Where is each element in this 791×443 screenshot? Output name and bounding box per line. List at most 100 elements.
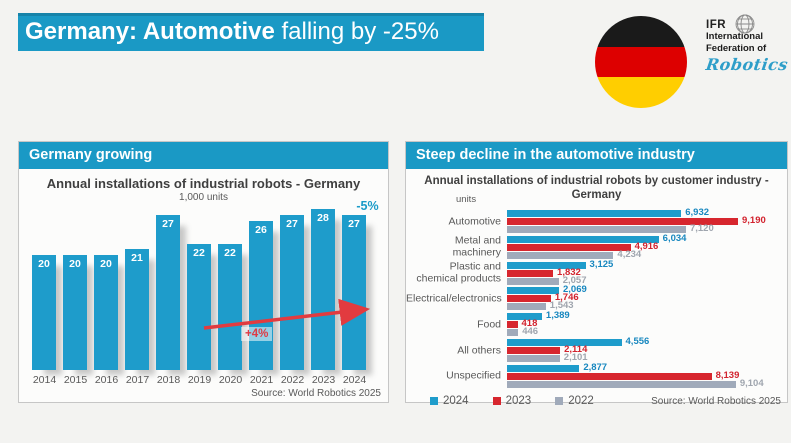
bar-2024-plastic-and-chemical-products — [507, 261, 586, 269]
x-tick-2021: 2021 — [249, 374, 274, 386]
bar-value-label: 26 — [255, 223, 267, 236]
legend-item-2024: 2024 — [430, 395, 469, 407]
value-label-2024: 4,556 — [625, 336, 650, 347]
value-label-2023: 418 — [521, 318, 538, 330]
x-tick-2016: 2016 — [94, 374, 119, 386]
right-chart-title: Annual installations of industrial robot… — [406, 175, 787, 202]
bar-2022-automotive — [507, 226, 686, 233]
bar-value-label: 21 — [131, 252, 143, 265]
value-label-2022: 1,543 — [549, 300, 574, 312]
x-tick-2014: 2014 — [32, 374, 57, 386]
value-label-2022: 2,101 — [563, 352, 588, 363]
bar-2023-all-others — [507, 347, 561, 354]
value-label-2023: 4,916 — [634, 240, 659, 252]
row-all-others: All others 4,556 2,114 2,101 — [406, 336, 787, 363]
bar-2021: 26 — [249, 220, 273, 370]
ifr-org-line2: Federation of — [706, 42, 767, 54]
slide-title-banner: Germany: Automotive falling by -25% — [18, 13, 484, 51]
right-panel-header: Steep decline in the automotive industry — [406, 142, 787, 169]
bar-2022-plastic-and-chemical-products — [507, 277, 559, 285]
bar-2023-food — [507, 321, 518, 329]
bar-value-label: 20 — [100, 258, 112, 270]
bar-2018: 27 — [156, 214, 180, 370]
legend-swatch-icon — [555, 397, 564, 405]
bar-value-label: 22 — [193, 246, 205, 259]
bar-2020: 22 — [218, 243, 242, 370]
bar-value-label: 20 — [38, 258, 50, 270]
category-label: Metal and machinery — [452, 234, 501, 259]
legend-swatch-icon — [430, 397, 438, 405]
x-tick-2024: 2024 — [342, 374, 367, 386]
left-panel-header: Germany growing — [19, 142, 388, 169]
bar-2022-metal-and-machinery — [507, 251, 614, 259]
category-label: All others — [457, 343, 501, 356]
legend-swatch-icon — [492, 397, 501, 405]
bar-value-label: 27 — [162, 217, 174, 230]
x-tick-2019: 2019 — [187, 374, 212, 386]
x-tick-2017: 2017 — [125, 374, 150, 386]
x-tick-2015: 2015 — [63, 374, 88, 386]
left-panel-germany-growing: Germany growing Annual installations of … — [18, 141, 389, 403]
row-unspecified: Unspecified 2,877 8,139 9,104 — [406, 361, 787, 389]
bar-value-label: 28 — [317, 212, 329, 224]
flag-stripe-gold — [595, 77, 687, 108]
ifr-logo: IFR International Federation of Robotics — [705, 14, 791, 75]
bar-2023-electrical-electronics — [507, 295, 551, 303]
legend-label: 2022 — [568, 395, 594, 407]
bar-2024-food — [507, 313, 542, 321]
value-label-2024: 2,877 — [583, 361, 608, 373]
category-label: Automotive — [448, 214, 501, 227]
bar-2024-electrical-electronics — [507, 287, 559, 295]
bar-2023-unspecified — [507, 372, 712, 380]
right-chart-title-line2: Germany — [571, 188, 622, 201]
bar-2022-unspecified — [507, 380, 736, 388]
pct-change-label: -5% — [356, 199, 379, 213]
row-plastic-and-chemical-products: Plastic and chemical products 3,125 1,832 2… — [406, 258, 787, 285]
value-label-2022: 4,234 — [617, 248, 642, 260]
x-tick-2023: 2023 — [311, 374, 336, 386]
right-chart: Annual installations of industrial robot… — [406, 169, 787, 407]
left-chart-units-label: 1,000 units — [179, 192, 228, 203]
bar-2022-electrical-electronics — [507, 303, 546, 311]
right-source-note: Source: World Robotics 2025 — [651, 396, 781, 407]
x-tick-2020: 2020 — [218, 374, 243, 386]
bar-value-label: 20 — [69, 258, 81, 270]
bar-value-label: 27 — [348, 217, 360, 230]
grouped-bar-rows: Automotive 6,932 9,190 7,120 Metal and machi… — [406, 169, 787, 402]
row-electrical-electronics: Electrical/electronics 2,069 1,746 1,543 — [406, 285, 787, 312]
slide-title-regular: falling by -25% — [274, 18, 439, 45]
bar-2022-all-others — [507, 355, 560, 362]
value-label-2024: 6,034 — [662, 232, 687, 244]
value-label-2022: 7,120 — [689, 223, 714, 234]
value-label-2023: 1,832 — [557, 266, 581, 278]
bar-2022-food — [507, 329, 519, 337]
bar-2014: 20 — [32, 255, 56, 370]
category-label: Food — [477, 317, 501, 330]
bar-2023: 28 — [311, 209, 335, 370]
value-label-2024: 6,932 — [685, 207, 710, 218]
category-label: Electrical/electronics — [406, 292, 502, 305]
legend-label: 2023 — [505, 395, 532, 407]
x-tick-2018: 2018 — [156, 374, 181, 386]
slide-title-bold: Germany: Automotive — [25, 18, 275, 45]
germany-flag-icon — [595, 16, 687, 108]
left-chart-title: Annual installations of industrial robot… — [46, 176, 361, 191]
bar-2024-unspecified — [507, 364, 580, 372]
chart-legend: 2024 2023 2022 — [430, 395, 594, 407]
category-label: Unspecified — [446, 369, 501, 382]
value-label-2024: 3,125 — [589, 258, 614, 270]
right-chart-units-label: units — [456, 194, 477, 205]
bar-2022: 27 — [280, 214, 304, 370]
bar-2024-all-others — [507, 339, 622, 346]
bar-2024-metal-and-machinery — [507, 235, 659, 243]
right-chart-title-line1: Annual installations of industrial robot… — [424, 175, 769, 187]
value-label-2023: 8,139 — [715, 369, 740, 381]
bar-2023-automotive — [507, 218, 738, 225]
value-label-2023: 2,114 — [564, 344, 588, 355]
bar-2024-automotive — [507, 210, 682, 217]
bar-2016: 20 — [94, 255, 118, 370]
x-tick-2022: 2022 — [280, 374, 305, 386]
x-axis-ticks: 2014 2015 2016 2017 2018 2019 2020 2021 2022 2023… — [29, 374, 370, 386]
ifr-org-line1: International — [706, 31, 764, 42]
bar-2024: 27 — [342, 214, 366, 370]
